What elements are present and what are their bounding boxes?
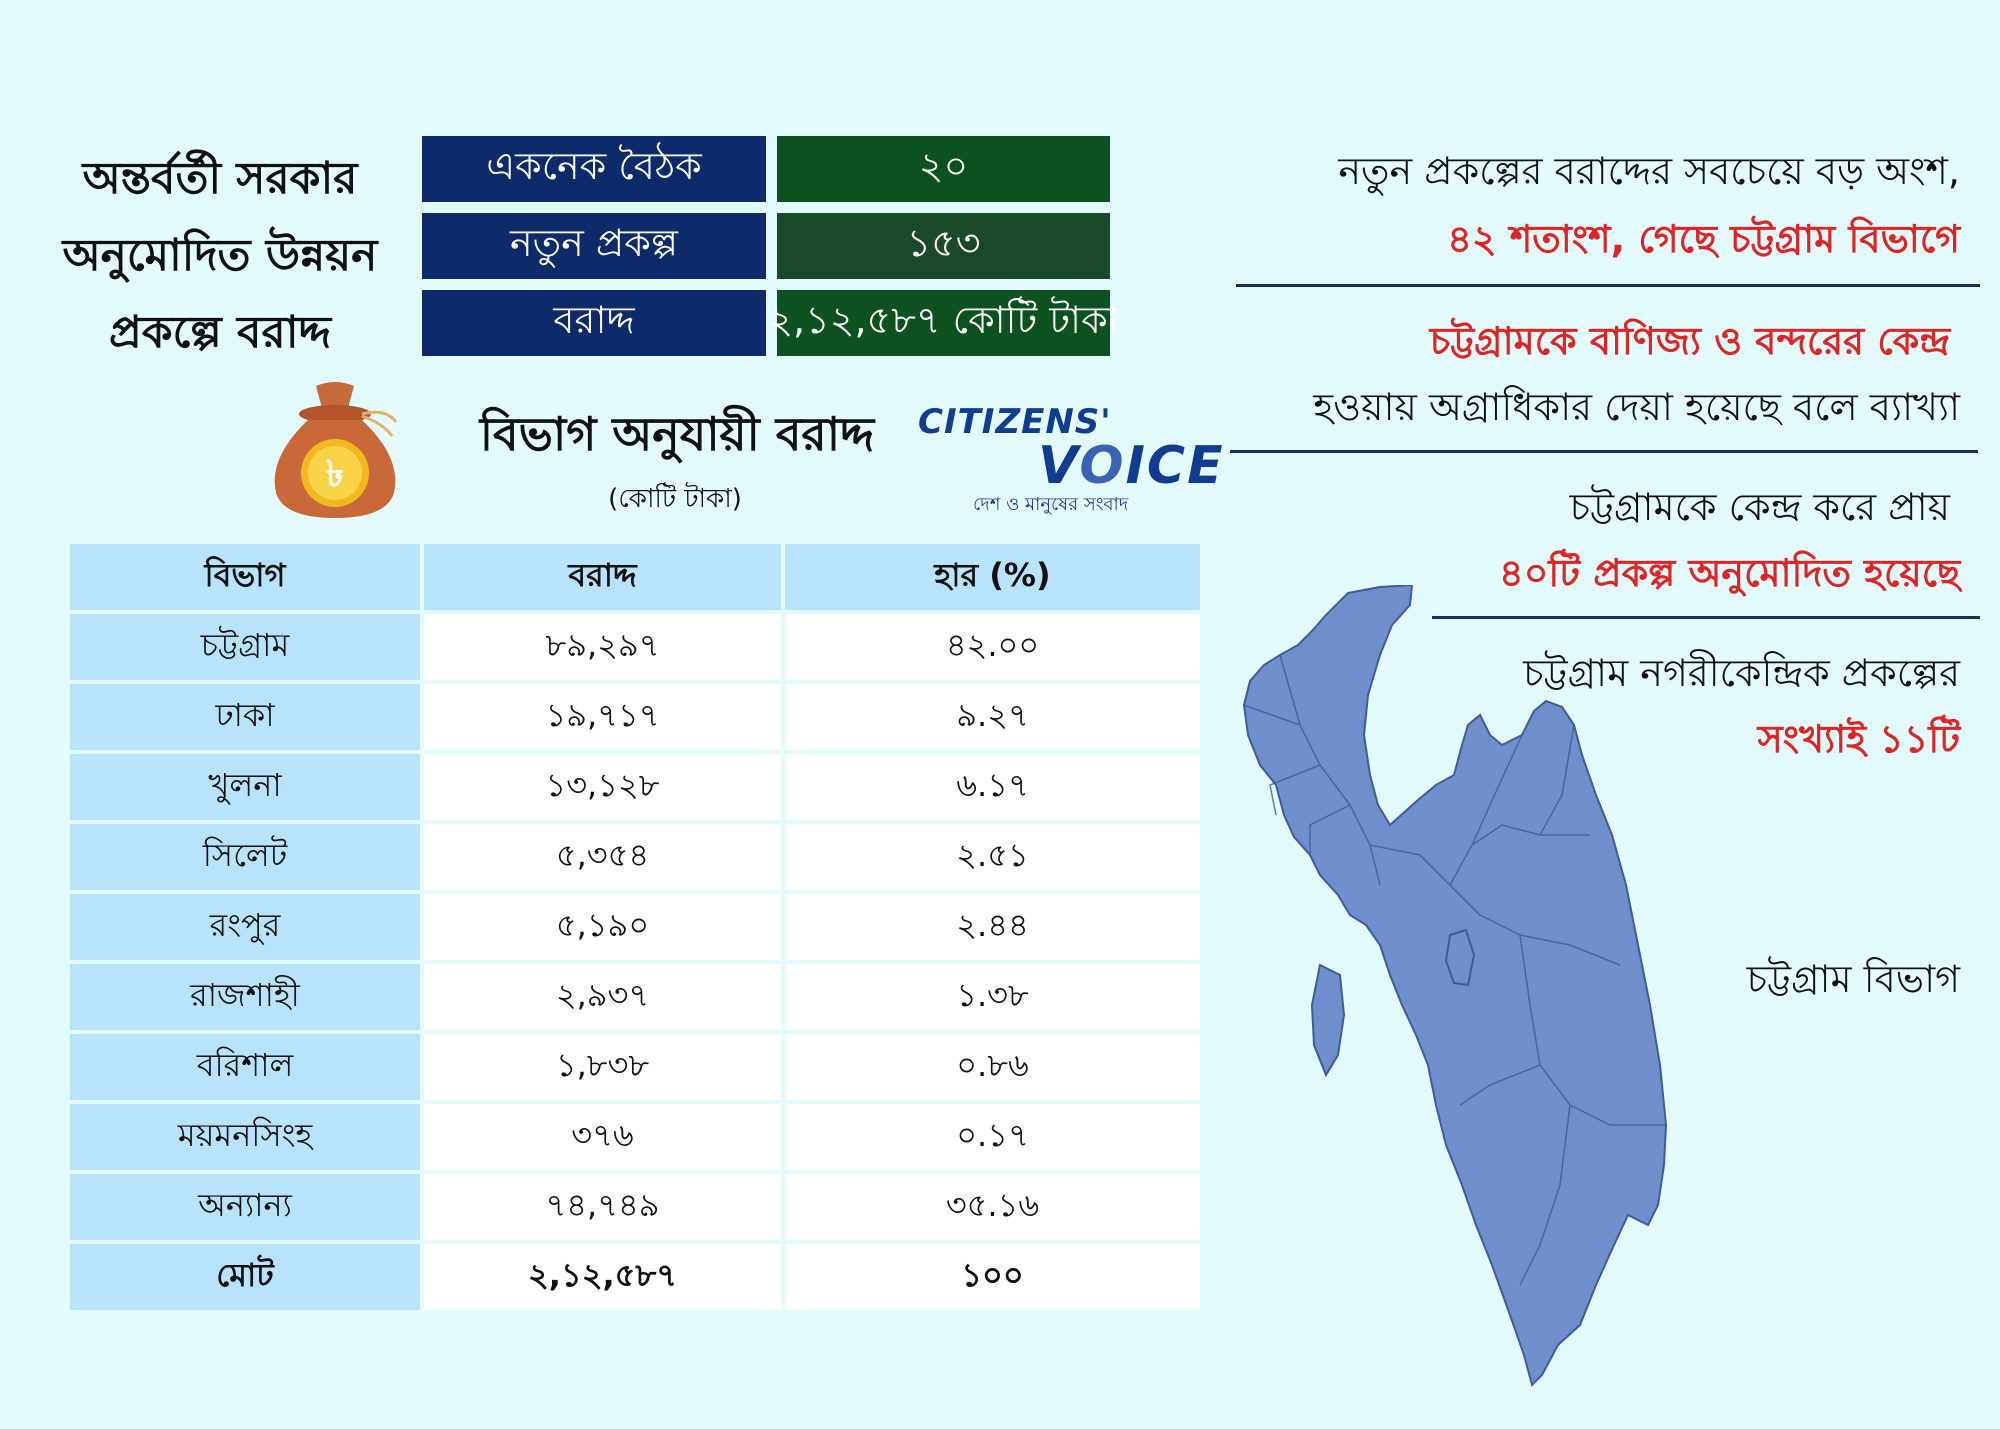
logo-tagline: দেশ ও মানুষের সংবাদ [973,494,1129,515]
table-row: রংপুর ৫,১৯০ ২.৪৪ [66,890,1204,964]
main-title: অন্তর্বর্তী সরকার অনুমোদিত উন্নয়ন প্রকল… [30,140,410,371]
header-allocation: বরাদ্দ [420,540,785,614]
summary-value: ২০ [777,136,1110,202]
fact-2-line-1: চট্টগ্রামকে বাণিজ্য ও বন্দরের কেন্দ্র [1429,319,1950,363]
cell-allocation: ৭৪,৭৪৯ [420,1170,785,1244]
logo-line-1: CITIZENS' [918,402,1112,442]
cell-allocation: ২,৯৩৭ [420,960,785,1034]
allocation-table: বিভাগ বরাদ্দ হার (%) চট্টগ্রাম ৮৯,২৯৭ ৪২… [66,540,1204,1314]
fact-4-line-1: চট্টগ্রাম নগরীকেন্দ্রিক প্রকল্পের [1523,651,1960,695]
citizens-voice-logo: CITIZENS' VOICE দেশ ও মানুষের সংবাদ [918,402,1223,522]
map-label: চট্টগ্রাম বিভাগ [1746,957,1960,1001]
cell-allocation: ২,১২,৫৮৭ [420,1240,785,1314]
cell-rate: ২.৪৪ [781,890,1204,964]
cell-allocation: ৫,১৯০ [420,890,785,964]
cell-rate: ৬.১৭ [781,750,1204,824]
svg-text:৳: ৳ [326,454,344,495]
summary-label: নতুন প্রকল্প [422,213,766,279]
cell-division: রংপুর [66,890,424,964]
chattogram-division-map [1242,585,1668,1387]
cell-rate: ০.১৭ [781,1100,1204,1174]
table-row: চট্টগ্রাম ৮৯,২৯৭ ৪২.০০ [66,610,1204,684]
main-title-line-3: প্রকল্পে বরাদ্দ [108,307,332,358]
table-row: রাজশাহী ২,৯৩৭ ১.৩৮ [66,960,1204,1034]
divider [1236,284,1980,287]
fact-1-line-1: নতুন প্রকল্পের বরাদ্দের সবচেয়ে বড় অংশ, [1338,149,1960,193]
cell-allocation: ১৩,১২৮ [420,750,785,824]
cell-division: সিলেট [66,820,424,894]
cell-rate: ৯.২৭ [781,680,1204,754]
logo-line-2: VOICE [1038,436,1225,496]
main-title-line-2: অনুমোদিত উন্নয়ন [62,230,378,281]
summary-label: বরাদ্দ [422,290,766,356]
cell-division: মোট [66,1240,424,1314]
header-division: বিভাগ [66,540,424,614]
cell-rate: ১.৩৮ [781,960,1204,1034]
cell-rate: ৪২.০০ [781,610,1204,684]
fact-1-line-2: ৪২ শতাংশ, গেছে চট্টগ্রাম বিভাগে [1447,217,1960,261]
summary-label: একনেক বৈঠক [422,136,766,202]
cell-division: বরিশাল [66,1030,424,1104]
cell-rate: ৩৫.১৬ [781,1170,1204,1244]
header-rate: হার (%) [781,540,1204,614]
cell-division: রাজশাহী [66,960,424,1034]
summary-value: ১৫৩ [777,213,1110,279]
fact-2-line-2: হওয়ায় অগ্রাধিকার দেয়া হয়েছে বলে ব্যা… [1313,385,1960,429]
table-title: বিভাগ অনুযায়ী বরাদ্দ [479,407,875,461]
divider [1230,450,1978,453]
table-row: বরিশাল ১,৮৩৮ ০.৮৬ [66,1030,1204,1104]
fact-3-line-2: ৪০টি প্রকল্প অনুমোদিত হয়েছে [1499,551,1960,595]
money-bag-icon: ৳ [274,382,398,518]
table-header-row: বিভাগ বরাদ্দ হার (%) [66,540,1204,614]
cell-division: খুলনা [66,750,424,824]
fact-4-line-2: সংখ্যাই ১১টি [1757,717,1960,761]
divider [1432,616,1980,619]
cell-allocation: ৮৯,২৯৭ [420,610,785,684]
table-row: সিলেট ৫,৩৫৪ ২.৫১ [66,820,1204,894]
cell-division: ঢাকা [66,680,424,754]
cell-allocation: ৩৭৬ [420,1100,785,1174]
cell-division: চট্টগ্রাম [66,610,424,684]
summary-value: ২,১২,৫৮৭ কোটি টাকা [768,290,1119,356]
fact-3-line-1: চট্টগ্রামকে কেন্দ্র করে প্রায় [1569,485,1950,529]
table-row: অন্যান্য ৭৪,৭৪৯ ৩৫.১৬ [66,1170,1204,1244]
table-row: ময়মনসিংহ ৩৭৬ ০.১৭ [66,1100,1204,1174]
cell-allocation: ১৯,৭১৭ [420,680,785,754]
cell-rate: ০.৮৬ [781,1030,1204,1104]
table-total-row: মোট ২,১২,৫৮৭ ১০০ [66,1240,1204,1314]
cell-division: ময়মনসিংহ [66,1100,424,1174]
cell-rate: ২.৫১ [781,820,1204,894]
cell-rate: ১০০ [781,1240,1204,1314]
table-row: ঢাকা ১৯,৭১৭ ৯.২৭ [66,680,1204,754]
cell-division: অন্যান্য [66,1170,424,1244]
cell-allocation: ১,৮৩৮ [420,1030,785,1104]
cell-allocation: ৫,৩৫৪ [420,820,785,894]
main-title-line-1: অন্তর্বর্তী সরকার [82,153,358,204]
table-unit: (কোটি টাকা) [608,484,742,514]
table-row: খুলনা ১৩,১২৮ ৬.১৭ [66,750,1204,824]
